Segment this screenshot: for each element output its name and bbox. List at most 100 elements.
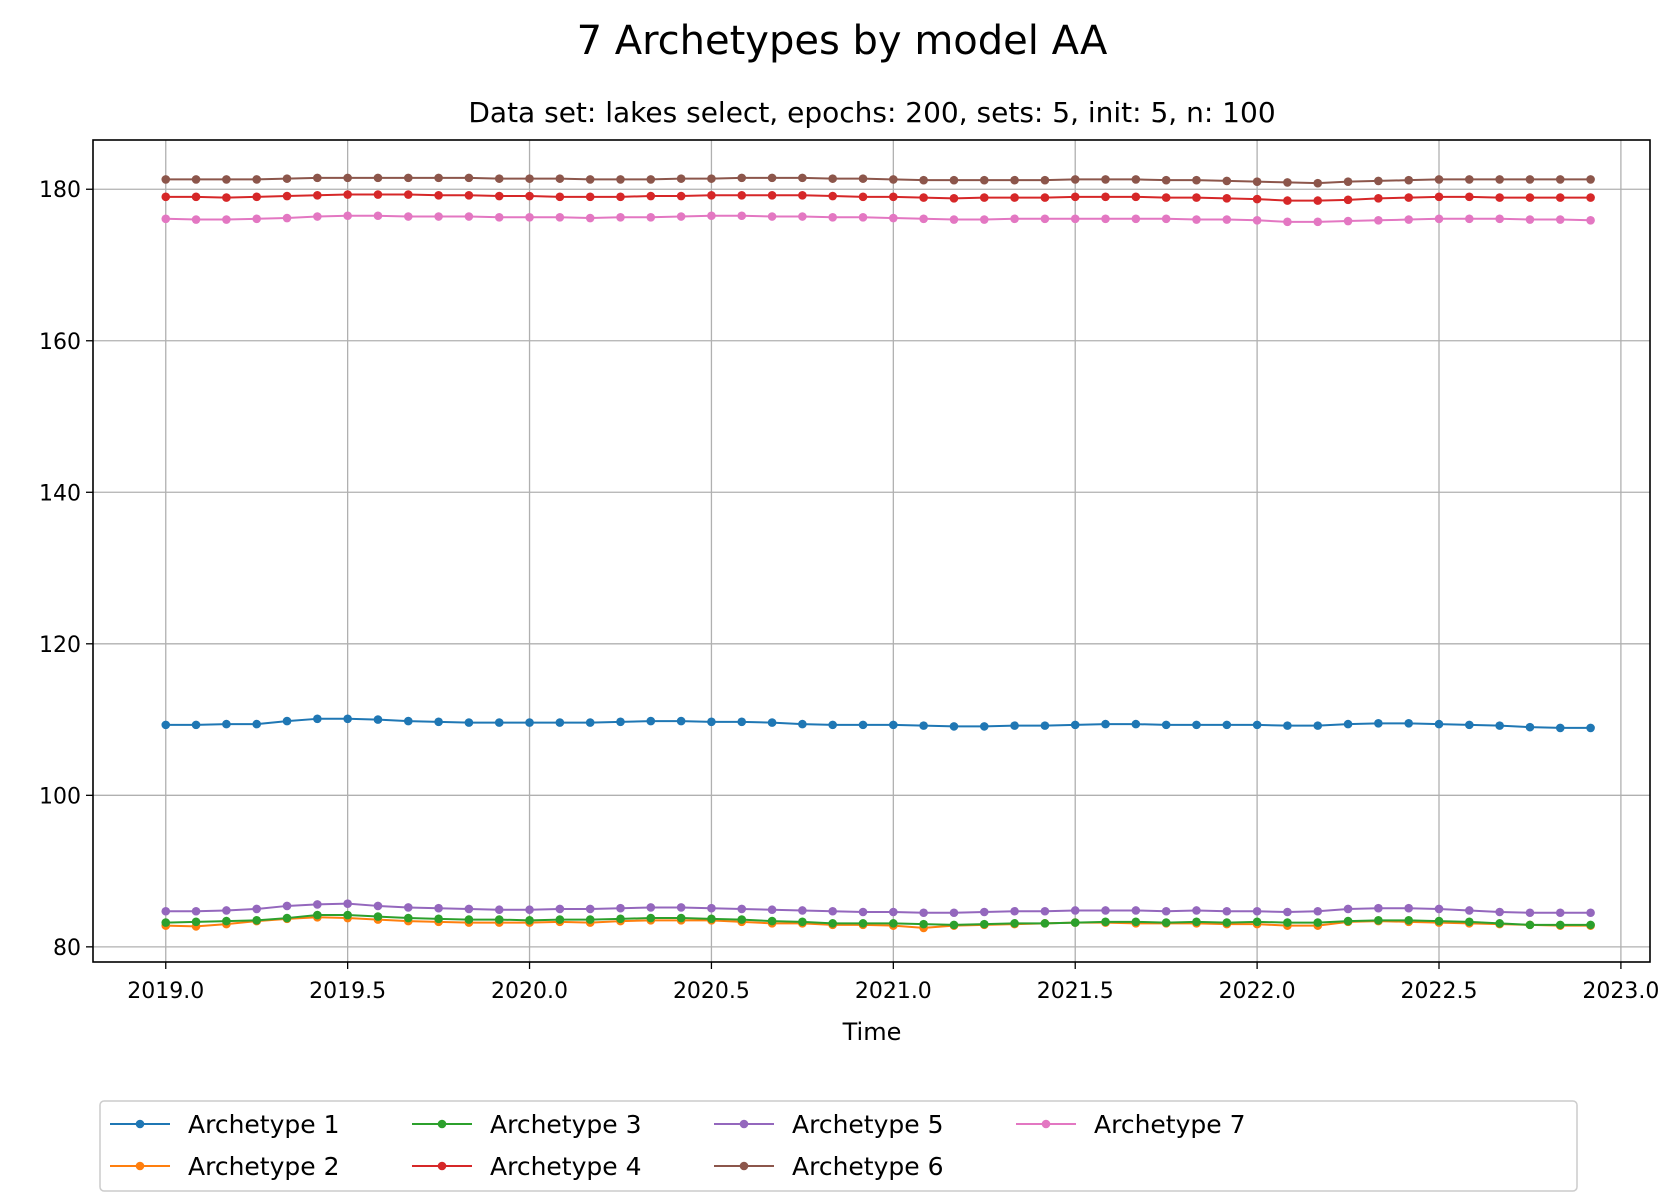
data-point [1586,175,1595,184]
data-point [1222,215,1232,224]
data-point [222,916,231,926]
data-point [525,191,534,201]
series-line [165,176,1591,185]
data-point [737,173,747,183]
y-tick-label: 80 [53,936,81,961]
x-axis: 2019.0 2019.5 2020.0 2020.5 2021.0 2021.5 2022… [127,962,1659,1004]
legend-label: Archetype 6 [792,1152,944,1181]
data-point [313,900,322,909]
legend-item: Archetype 5 [714,1110,944,1139]
data-point [616,914,625,924]
data-point [1040,919,1050,928]
data-point [616,192,625,202]
data-point [525,916,534,925]
y-tick-label: 140 [39,481,81,506]
data-point [767,212,777,221]
data-point [1374,903,1383,913]
data-point [1434,192,1444,202]
data-point [313,910,322,920]
data-point [676,191,686,201]
series-line [165,193,1591,202]
data-point [252,192,261,202]
data-point [282,191,292,201]
data-point [1131,214,1141,224]
x-tick-label: 2020.0 [491,979,568,1004]
data-point [403,716,413,726]
legend-label: Archetype 2 [188,1152,340,1181]
data-point [1465,720,1474,730]
data-point [343,899,352,908]
data-point [646,913,656,923]
data-point [1555,175,1565,184]
legend-swatch-marker [437,1119,447,1129]
data-point [555,904,565,914]
data-point [616,175,625,184]
data-point [464,904,474,914]
data-point [646,903,656,912]
data-point [1192,175,1201,185]
y-tick-label: 120 [39,633,81,658]
data-point [1586,216,1595,225]
data-point [1161,906,1171,916]
data-point [1343,195,1353,205]
legend-label: Archetype 4 [490,1152,642,1181]
data-point [1525,920,1535,930]
data-point [464,718,474,727]
data-point [889,213,898,223]
data-point [979,215,989,224]
data-point [1161,918,1171,927]
data-point [1040,721,1050,730]
data-point [434,212,443,221]
data-point [1252,906,1262,916]
legend-swatch-marker [135,1119,145,1129]
data-point [464,212,474,221]
data-point [1131,192,1141,202]
data-point [1131,719,1141,729]
data-point [707,174,716,183]
data-point [252,904,261,914]
data-point [646,716,656,726]
data-point [313,191,322,200]
data-point [1525,193,1535,202]
data-point [1010,721,1019,730]
data-point [373,190,383,199]
data-point [191,906,201,916]
data-point [1283,907,1292,917]
data-point [949,722,959,731]
data-point [343,211,352,221]
data-point [1555,215,1565,224]
series-line [165,914,1591,926]
data-point [676,903,686,912]
data-point [494,191,504,201]
data-point [1192,215,1201,224]
x-tick-label: 2022.0 [1219,979,1296,1004]
data-point [191,917,201,927]
data-point [1252,194,1262,204]
data-point [585,904,595,914]
data-point [1313,721,1323,730]
data-point [1434,916,1444,926]
data-point [828,212,837,222]
data-point [1555,920,1565,930]
data-point [1283,217,1292,227]
data-point [737,717,747,727]
data-point [1555,723,1565,733]
data-point [434,191,443,200]
data-point [767,191,777,200]
data-point [1404,193,1413,202]
data-point [1434,904,1444,914]
data-point [919,919,928,929]
data-point [858,212,868,222]
data-point [161,192,171,202]
data-point [798,191,807,200]
data-point [1495,721,1504,730]
y-tick-label: 160 [39,330,81,355]
data-point [707,211,716,221]
data-point [161,906,171,916]
data-point [1222,176,1232,186]
data-point [494,905,504,915]
data-point [676,716,686,726]
data-point [1131,906,1141,915]
data-point [585,718,595,727]
data-point [858,192,868,202]
